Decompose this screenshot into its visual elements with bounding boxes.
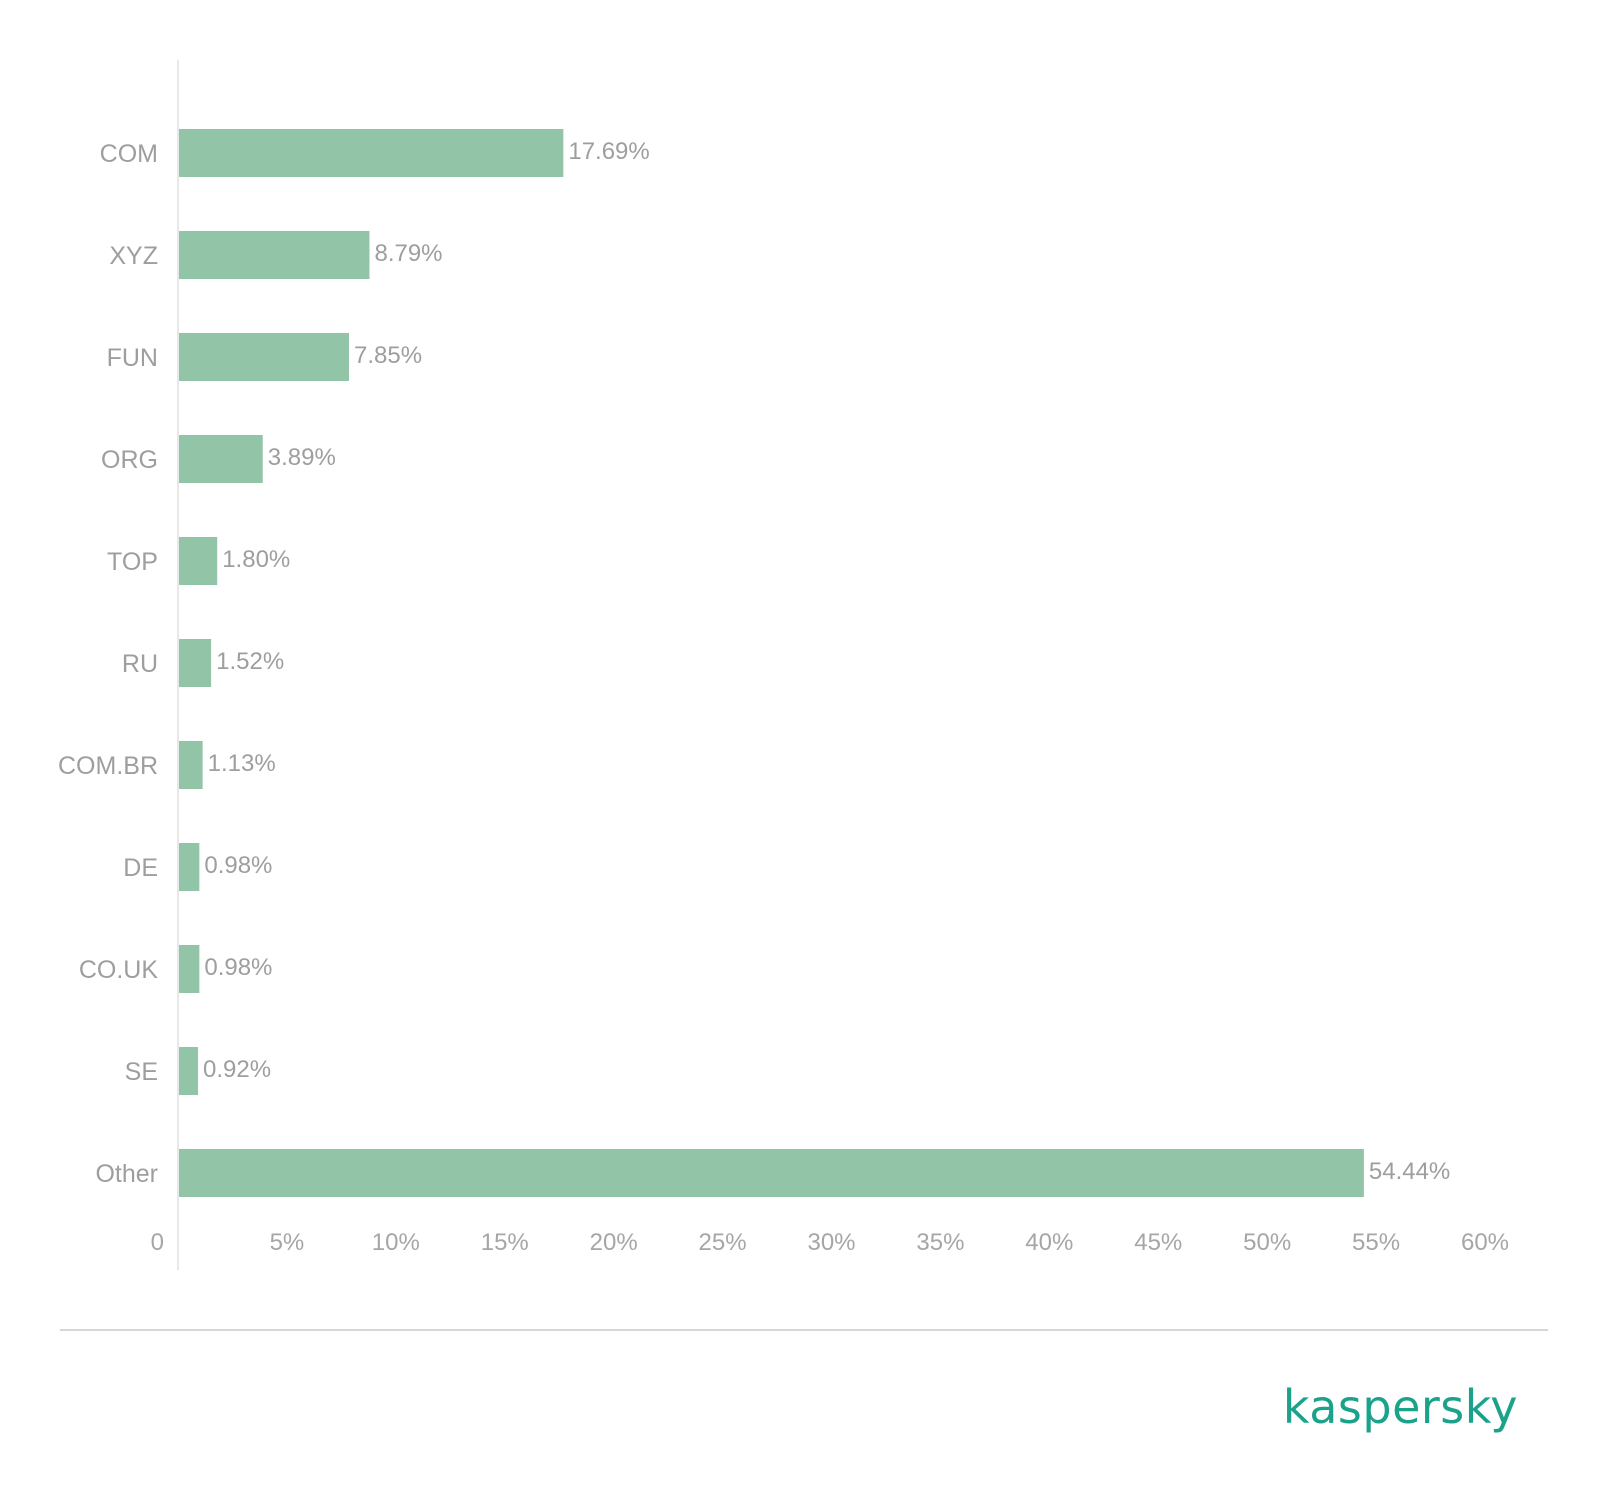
value-label-co-uk: 0.98% (204, 954, 272, 981)
bar-top (179, 537, 218, 585)
bar-co-uk (179, 945, 200, 993)
value-label-de: 0.98% (204, 852, 272, 879)
category-label-org: ORG (101, 446, 158, 474)
x-tick-label-45: 45% (1134, 1229, 1182, 1256)
category-label-com-br: COM.BR (58, 752, 158, 780)
category-label-other: Other (95, 1160, 158, 1188)
bar-org (179, 435, 263, 483)
value-label-top: 1.80% (222, 546, 290, 573)
category-label-ru: RU (122, 650, 158, 678)
bar-com (179, 129, 564, 177)
value-label-other: 54.44% (1369, 1158, 1450, 1185)
bar-fun (179, 333, 349, 381)
x-tick-label-50: 50% (1243, 1229, 1291, 1256)
kaspersky-logo: kaspersky (1283, 1384, 1518, 1430)
value-label-se: 0.92% (203, 1056, 271, 1083)
bar-chart: COM XYZ FUN ORG TOP RU COM.BR DE CO.UK SE Other 17… (58, 60, 1509, 1270)
bar-xyz (179, 231, 370, 279)
value-labels: 17.69% 8.79% 7.85% 3.89% 1.80% 1.52% 1.13% 0.98… (203, 138, 1450, 1185)
x-tick-label-35: 35% (916, 1229, 964, 1256)
x-tick-label-5: 5% (270, 1229, 305, 1256)
category-label-com: COM (100, 140, 158, 168)
footer-divider (60, 1329, 1548, 1331)
x-tick-label-15: 15% (481, 1229, 529, 1256)
value-label-ru: 1.52% (216, 648, 284, 675)
value-label-fun: 7.85% (354, 342, 422, 369)
bar-ru (179, 639, 212, 687)
x-tick-label-25: 25% (699, 1229, 747, 1256)
category-label-co-uk: CO.UK (79, 956, 159, 984)
x-tick-label-0: 0 (151, 1229, 164, 1256)
bar-other (179, 1149, 1364, 1197)
category-labels: COM XYZ FUN ORG TOP RU COM.BR DE CO.UK SE Other (58, 140, 158, 1188)
x-tick-label-40: 40% (1025, 1229, 1073, 1256)
x-tick-labels: 0 5% 10% 15% 20% 25% 30% 35% 40% 45% 50% 55% 60% (151, 1229, 1509, 1256)
x-tick-label-10: 10% (372, 1229, 420, 1256)
category-label-fun: FUN (107, 344, 158, 372)
category-label-de: DE (123, 854, 158, 882)
x-tick-label-20: 20% (590, 1229, 638, 1256)
value-label-com-br: 1.13% (208, 750, 276, 777)
bar-de (179, 843, 200, 891)
x-tick-label-60: 60% (1461, 1229, 1509, 1256)
x-tick-label-55: 55% (1352, 1229, 1400, 1256)
brand-wordmark: kaspersky (1282, 1380, 1518, 1434)
value-label-xyz: 8.79% (374, 240, 442, 267)
category-label-top: TOP (107, 548, 158, 576)
bar-group (179, 129, 1364, 1197)
bar-se (179, 1047, 199, 1095)
value-label-com: 17.69% (568, 138, 649, 165)
value-label-org: 3.89% (268, 444, 336, 471)
category-label-xyz: XYZ (109, 242, 158, 270)
category-label-se: SE (125, 1058, 158, 1086)
bar-com-br (179, 741, 203, 789)
x-tick-label-30: 30% (807, 1229, 855, 1256)
